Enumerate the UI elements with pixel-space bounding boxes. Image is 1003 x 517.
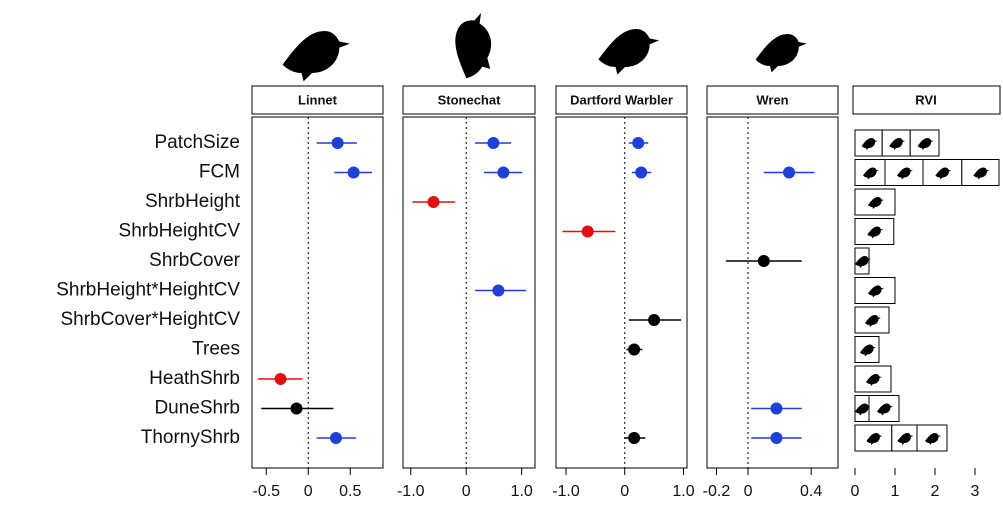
- silhouettes: [283, 7, 807, 86]
- estimate: [770, 432, 782, 444]
- x-tick-label: 1.0: [672, 483, 694, 500]
- x-tick-label: -0.2: [703, 483, 731, 500]
- estimate: [770, 403, 782, 415]
- wren-icon: [756, 34, 807, 72]
- estimate: [330, 432, 342, 444]
- x-tick-label: 0: [304, 483, 313, 500]
- estimate: [497, 167, 509, 179]
- x-tick-label: -1.0: [552, 483, 580, 500]
- row-label: ShrbCover*HeightCV: [60, 309, 240, 330]
- x-tick-label: 2: [931, 483, 940, 500]
- x-tick-label: 0: [851, 483, 860, 500]
- row-label: FCM: [199, 162, 240, 183]
- x-tick-label: 0: [462, 483, 471, 500]
- panel-title: Dartford Warbler: [570, 92, 673, 107]
- row-label: DuneShrb: [154, 398, 240, 419]
- estimate: [648, 314, 660, 326]
- row-label: ShrbHeightCV: [119, 221, 241, 242]
- panel-title: RVI: [915, 92, 936, 107]
- estimate: [492, 285, 504, 297]
- x-tick-label: 0: [744, 483, 753, 500]
- x-tick-label: 0.4: [800, 483, 822, 500]
- x-tick-label: -1.0: [397, 483, 425, 500]
- estimate: [428, 196, 440, 208]
- estimate: [275, 373, 287, 385]
- x-tick-label: 1: [891, 483, 900, 500]
- row-label: ThornyShrb: [141, 427, 240, 448]
- estimate: [291, 403, 303, 415]
- linnet-icon: [283, 31, 350, 81]
- x-tick-label: -0.5: [252, 483, 280, 500]
- estimate: [632, 137, 644, 149]
- panel-title: Stonechat: [438, 92, 502, 107]
- estimate: [487, 137, 499, 149]
- x-tick-label: 1.0: [511, 483, 533, 500]
- estimate: [783, 167, 795, 179]
- estimate: [348, 167, 360, 179]
- panel: [556, 117, 687, 468]
- x-tick-label: 0.5: [339, 483, 361, 500]
- row-label: ShrbHeight*HeightCV: [56, 280, 240, 301]
- estimate: [628, 432, 640, 444]
- stonechat-icon: [439, 7, 513, 86]
- panel: [403, 117, 535, 468]
- row-label: HeathShrb: [149, 368, 240, 389]
- panel: [252, 117, 383, 468]
- warbler-icon: [598, 29, 659, 75]
- panel-title: Linnet: [298, 92, 338, 107]
- estimate: [635, 167, 647, 179]
- estimate: [628, 344, 640, 356]
- panel-title: Wren: [756, 92, 788, 107]
- estimate: [758, 255, 770, 267]
- panel: [707, 117, 838, 468]
- row-label: ShrbHeight: [145, 191, 241, 212]
- row-label: ShrbCover: [149, 250, 240, 271]
- row-label: Trees: [192, 339, 240, 360]
- x-tick-label: 0: [620, 483, 629, 500]
- estimate: [332, 137, 344, 149]
- estimate: [582, 226, 594, 238]
- x-tick-label: 3: [971, 483, 980, 500]
- chart: PatchSize FCM ShrbHeight ShrbHeightCV ShrbCo…: [0, 0, 1003, 517]
- row-label: PatchSize: [154, 132, 240, 153]
